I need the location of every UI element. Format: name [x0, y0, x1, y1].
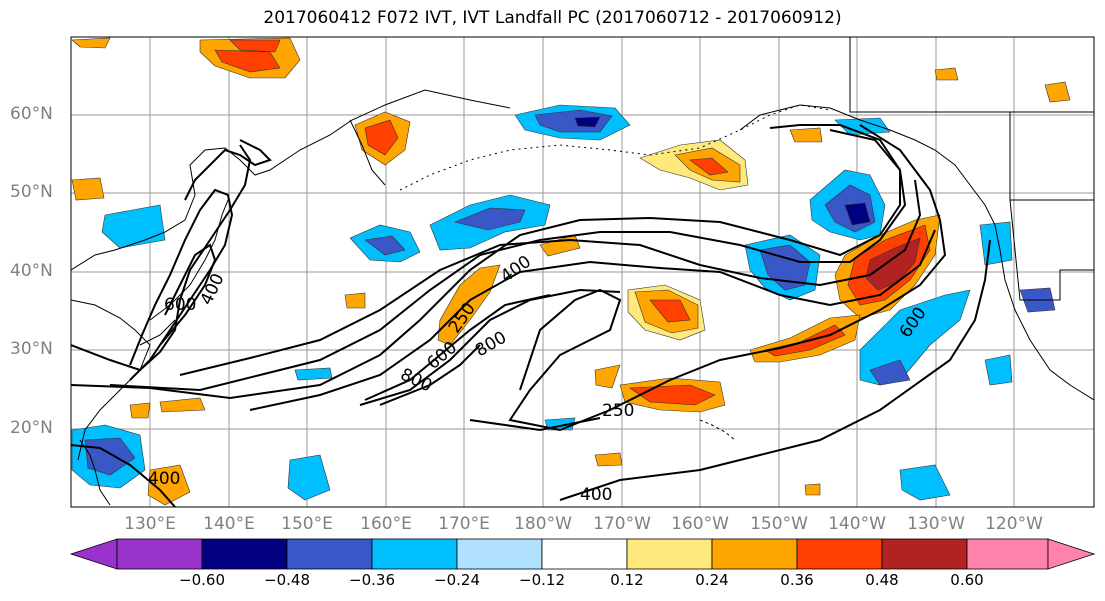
map-title: 2017060412 F072 IVT, IVT Landfall PC (20…	[263, 8, 842, 28]
lon-label-120w: 120°W	[985, 514, 1043, 534]
lon-label-140w: 140°W	[828, 514, 886, 534]
colorbar-tick-label: 0.36	[780, 571, 814, 589]
lon-label-150e: 150°E	[281, 514, 333, 534]
lat-label-60n: 60°N	[10, 104, 53, 124]
colorbar-tick-label: −0.12	[519, 571, 565, 589]
contour-label-250-south: 250	[602, 401, 634, 421]
colorbar-segment	[711, 538, 798, 570]
lon-label-140e: 140°E	[203, 514, 255, 534]
ivt-contours	[71, 124, 991, 507]
colorbar-segment	[116, 538, 203, 570]
colorbar-tick-label: 0.48	[865, 571, 899, 589]
colorbar-segment	[881, 538, 968, 570]
contour-label-400-sw: 400	[148, 469, 180, 489]
colorbar-segment	[541, 538, 628, 570]
lon-label-160w: 160°W	[671, 514, 729, 534]
lon-label-170w: 170°W	[593, 514, 651, 534]
contour-label-600-west: 600	[164, 295, 196, 315]
lon-label-180w: 180°W	[514, 514, 572, 534]
lat-label-30n: 30°N	[10, 339, 53, 359]
lon-label-150w: 150°W	[750, 514, 808, 534]
lon-label-130e: 130°E	[124, 514, 176, 534]
lat-label-50n: 50°N	[10, 182, 53, 202]
colorbar-segment	[286, 538, 373, 570]
contour-label-400-south: 400	[580, 485, 612, 505]
colorbar-tick-label: 0.60	[950, 571, 984, 589]
lat-label-40n: 40°N	[10, 261, 53, 281]
colorbar-tick-label: −0.48	[264, 571, 310, 589]
lon-label-130w: 130°W	[907, 514, 965, 534]
lat-label-20n: 20°N	[10, 418, 53, 438]
colorbar-tick-label: −0.60	[179, 571, 225, 589]
colorbar-tick-label: −0.36	[349, 571, 395, 589]
colorbar-segment	[626, 538, 713, 570]
pc-shading	[71, 37, 1071, 506]
lon-label-170e: 170°E	[438, 514, 490, 534]
colorbar-segment	[201, 538, 288, 570]
plot-frame	[70, 36, 1095, 508]
colorbar-segment	[371, 538, 458, 570]
colorbar-tick-label: 0.24	[695, 571, 729, 589]
colorbar-segment	[966, 538, 1049, 570]
colorbar-segment	[69, 538, 118, 570]
colorbar	[69, 538, 1096, 570]
colorbar-tick-label: 0.12	[610, 571, 644, 589]
colorbar-segment	[456, 538, 543, 570]
coastlines	[71, 37, 1094, 506]
colorbar-segment	[796, 538, 883, 570]
colorbar-tick-label: −0.24	[434, 571, 480, 589]
lon-label-160e: 160°E	[360, 514, 412, 534]
colorbar-segment	[1047, 538, 1096, 570]
